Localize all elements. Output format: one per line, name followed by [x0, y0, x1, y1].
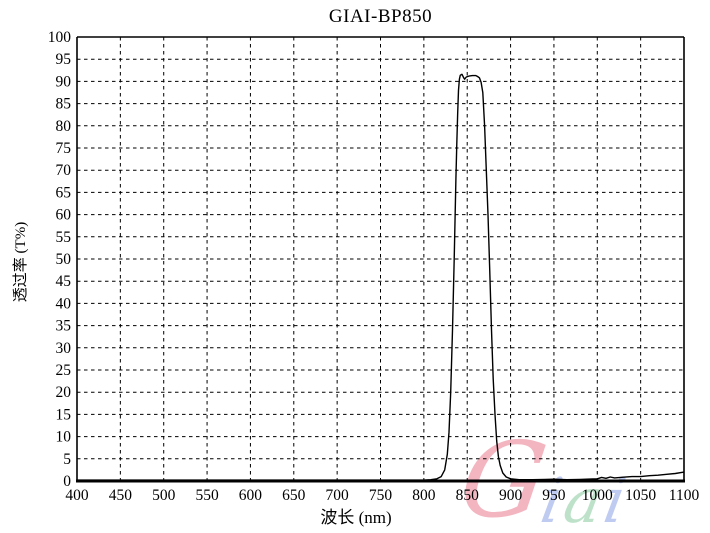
svg-text:70: 70: [56, 162, 72, 179]
svg-text:20: 20: [56, 384, 72, 401]
svg-text:800: 800: [412, 487, 436, 504]
svg-text:15: 15: [56, 406, 72, 423]
svg-text:40: 40: [56, 295, 72, 312]
svg-text:700: 700: [326, 487, 350, 504]
svg-text:550: 550: [195, 487, 219, 504]
svg-text:100: 100: [48, 29, 72, 46]
svg-text:400: 400: [65, 487, 89, 504]
svg-text:45: 45: [56, 273, 72, 290]
svg-text:85: 85: [56, 96, 72, 113]
svg-text:5: 5: [63, 451, 71, 468]
svg-text:850: 850: [456, 487, 480, 504]
svg-text:65: 65: [56, 184, 72, 201]
svg-text:75: 75: [56, 140, 72, 157]
svg-text:0: 0: [63, 473, 71, 490]
svg-text:90: 90: [56, 73, 72, 90]
svg-text:95: 95: [56, 51, 72, 68]
svg-text:1100: 1100: [669, 487, 700, 504]
svg-text:30: 30: [56, 340, 72, 357]
chart-title: GIAI-BP850: [328, 6, 433, 27]
svg-text:60: 60: [56, 207, 72, 224]
svg-text:80: 80: [56, 118, 72, 135]
svg-text:10: 10: [56, 429, 72, 446]
svg-text:900: 900: [499, 487, 523, 504]
svg-text:600: 600: [239, 487, 263, 504]
svg-text:35: 35: [56, 318, 72, 335]
svg-text:55: 55: [56, 229, 72, 246]
svg-text:25: 25: [56, 362, 72, 379]
svg-text:950: 950: [542, 487, 566, 504]
x-axis-label: 波长 (nm): [320, 508, 392, 527]
svg-text:750: 750: [369, 487, 393, 504]
svg-text:50: 50: [56, 251, 72, 268]
svg-text:450: 450: [109, 487, 133, 504]
svg-text:1050: 1050: [625, 487, 656, 504]
y-axis-label: 透过率 (T%): [13, 221, 29, 303]
svg-text:500: 500: [152, 487, 176, 504]
svg-text:650: 650: [282, 487, 306, 504]
svg-text:1000: 1000: [582, 487, 613, 504]
